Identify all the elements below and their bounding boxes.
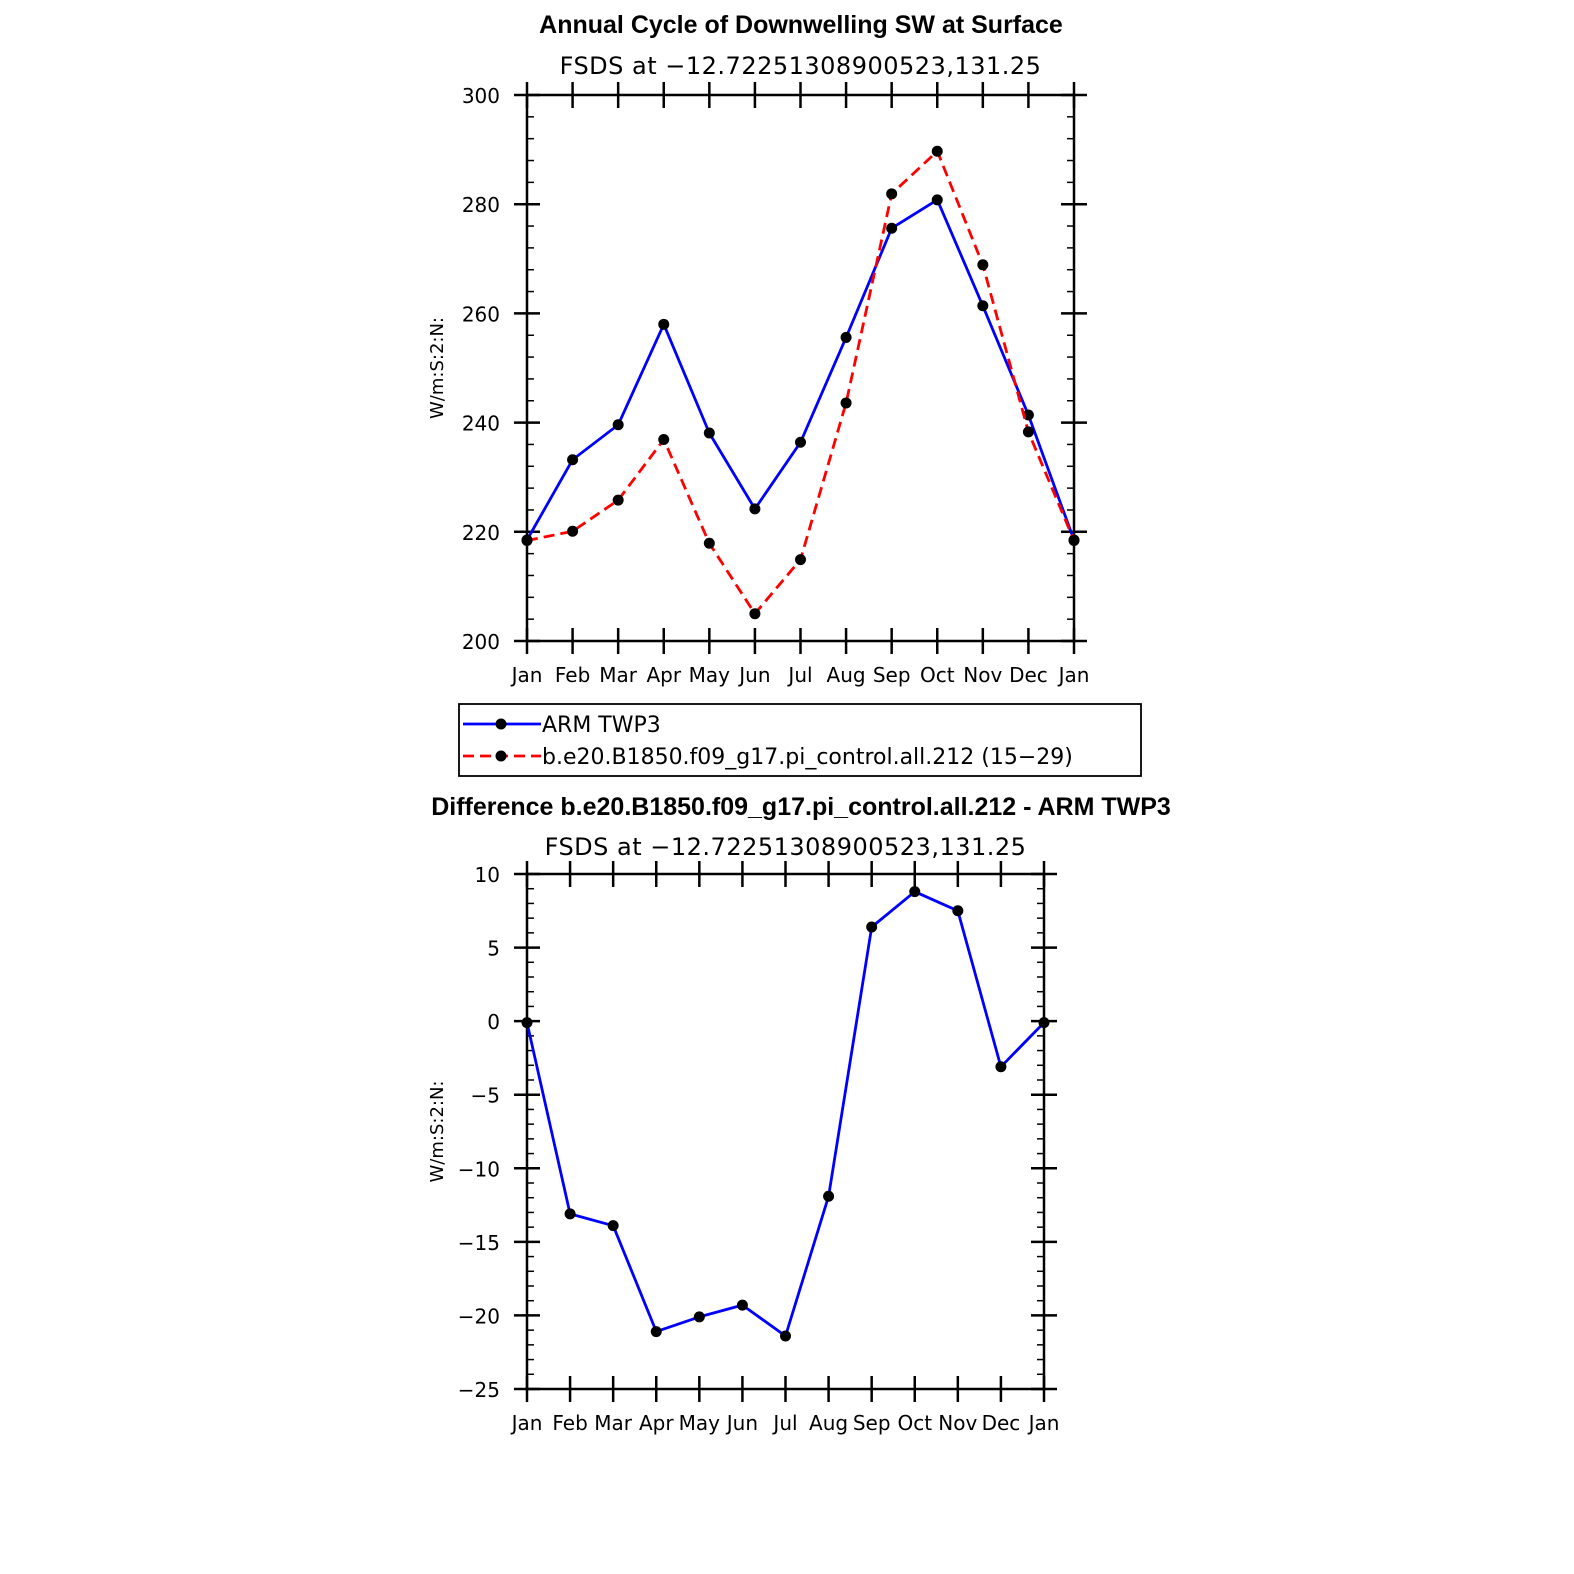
- y-tick-label: 10: [475, 863, 500, 887]
- data-point-1: [931, 145, 943, 157]
- data-point-1: [886, 188, 898, 200]
- data-point-0: [736, 1299, 748, 1311]
- legend: ARM TWP3 b.e20.B1850.f09_g17.pi_control.a…: [458, 703, 1142, 777]
- legend-marker-1: [495, 750, 507, 762]
- data-point-0: [866, 921, 878, 933]
- legend-label: b.e20.B1850.f09_g17.pi_control.all.212 (…: [542, 745, 1073, 770]
- data-point-1: [1068, 535, 1080, 547]
- data-point-0: [703, 427, 715, 439]
- y-axis-label: W/m:S:2:N:: [427, 317, 448, 419]
- data-point-0: [650, 1326, 662, 1338]
- data-point-0: [952, 905, 964, 917]
- x-tick-label: Mar: [594, 1411, 633, 1435]
- x-tick-label: Jul: [771, 1411, 797, 1435]
- x-tick-label: Jan: [510, 663, 543, 687]
- data-point-1: [795, 554, 806, 566]
- data-point-0: [780, 1330, 791, 1342]
- data-point-0: [931, 194, 943, 206]
- y-tick-label: −10: [458, 1157, 500, 1181]
- x-tick-label: Mar: [599, 663, 638, 687]
- x-tick-label: Dec: [982, 1411, 1021, 1435]
- data-point-0: [567, 454, 579, 466]
- y-axis-label: W/m:S:2:N:: [427, 1081, 448, 1183]
- data-point-0: [693, 1311, 705, 1323]
- x-tick-label: Jan: [1057, 663, 1090, 687]
- series-line-0: [525, 890, 1046, 1338]
- x-tick-label: Jun: [737, 663, 770, 687]
- annual-cycle-chart: Annual Cycle of Downwelling SW at Surfac…: [427, 11, 1089, 687]
- chart-title: Annual Cycle of Downwelling SW at Surfac…: [539, 11, 1063, 39]
- data-point-0: [749, 503, 761, 515]
- data-point-1: [612, 494, 624, 506]
- data-point-1: [703, 537, 715, 549]
- x-tick-label: Oct: [897, 1411, 932, 1435]
- chart-subtitle: FSDS at −12.72251308900523,131.25: [545, 833, 1027, 861]
- data-point-1: [521, 535, 533, 547]
- data-point-0: [823, 1190, 835, 1202]
- x-tick-label: Sep: [853, 1411, 891, 1435]
- x-tick-label: Jun: [725, 1411, 758, 1435]
- x-tick-label: Apr: [639, 1411, 674, 1435]
- x-tick-label: Apr: [646, 663, 681, 687]
- x-tick-label: Sep: [873, 663, 911, 687]
- y-tick-label: −25: [458, 1378, 500, 1402]
- x-tick-label: Oct: [920, 663, 955, 687]
- data-point-0: [612, 419, 624, 431]
- x-tick-label: Jul: [786, 663, 812, 687]
- x-tick-label: Aug: [827, 663, 866, 687]
- difference-chart: Difference b.e20.B1850.f09_g17.pi_contro…: [427, 793, 1171, 1435]
- data-point-0: [977, 300, 989, 312]
- y-tick-label: −5: [471, 1084, 500, 1108]
- y-tick-label: 260: [462, 302, 500, 326]
- x-tick-label: Jan: [510, 1411, 543, 1435]
- data-point-0: [995, 1061, 1007, 1073]
- legend-label: ARM TWP3: [542, 713, 661, 738]
- x-tick-label: Feb: [552, 1411, 587, 1435]
- y-tick-label: 280: [462, 193, 500, 217]
- series-line-1: [526, 149, 1076, 616]
- y-tick-label: 5: [487, 937, 500, 961]
- plot-frame: [525, 872, 1046, 1391]
- data-point-1: [840, 397, 852, 409]
- data-point-0: [607, 1220, 619, 1232]
- y-tick-label: −20: [458, 1304, 500, 1328]
- data-point-1: [977, 259, 989, 271]
- data-point-0: [840, 331, 852, 343]
- data-point-0: [909, 886, 921, 898]
- data-point-1: [658, 434, 670, 446]
- x-tick-label: Jan: [1027, 1411, 1060, 1435]
- y-tick-label: 220: [462, 521, 500, 545]
- y-tick-label: 300: [462, 84, 500, 108]
- data-point-0: [886, 222, 898, 234]
- x-tick-label: Nov: [963, 663, 1002, 687]
- y-tick-label: −15: [458, 1231, 500, 1255]
- data-point-1: [749, 608, 761, 620]
- x-tick-label: Nov: [938, 1411, 977, 1435]
- legend-marker-0: [495, 718, 507, 730]
- x-tick-label: Dec: [1009, 663, 1048, 687]
- data-point-0: [564, 1208, 576, 1220]
- x-tick-label: Aug: [809, 1411, 848, 1435]
- chart-title: Difference b.e20.B1850.f09_g17.pi_contro…: [431, 793, 1171, 821]
- y-tick-label: 200: [462, 630, 500, 654]
- y-tick-label: 240: [462, 412, 500, 436]
- data-point-0: [521, 1017, 533, 1029]
- data-point-0: [1038, 1017, 1050, 1029]
- legend-box: [458, 703, 1142, 777]
- data-point-0: [795, 436, 806, 448]
- x-tick-label: May: [679, 1411, 721, 1435]
- x-tick-label: Feb: [555, 663, 590, 687]
- series-line-0: [525, 198, 1076, 541]
- chart-subtitle: FSDS at −12.72251308900523,131.25: [560, 52, 1042, 80]
- data-point-1: [1022, 426, 1034, 438]
- x-tick-label: May: [689, 663, 731, 687]
- y-tick-label: 0: [487, 1010, 500, 1034]
- data-point-0: [658, 318, 670, 330]
- data-point-1: [567, 525, 579, 537]
